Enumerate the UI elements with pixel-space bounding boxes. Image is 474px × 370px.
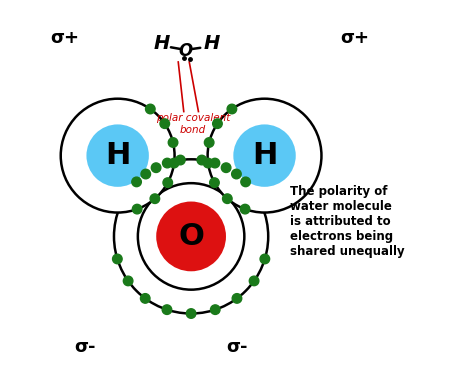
Circle shape	[86, 124, 149, 187]
Circle shape	[203, 158, 213, 168]
Circle shape	[210, 305, 220, 314]
Circle shape	[132, 204, 142, 214]
Circle shape	[240, 204, 250, 214]
Circle shape	[163, 178, 173, 188]
Circle shape	[140, 294, 150, 303]
Circle shape	[260, 254, 270, 264]
Circle shape	[208, 99, 321, 212]
Text: The polarity of
water molecule
is attributed to
electrons being
shared unequally: The polarity of water molecule is attrib…	[290, 185, 405, 258]
Circle shape	[123, 276, 133, 286]
Circle shape	[114, 159, 268, 313]
Circle shape	[160, 119, 170, 128]
Text: σ-: σ-	[226, 337, 248, 356]
Circle shape	[151, 163, 161, 172]
Text: H: H	[252, 141, 277, 170]
Circle shape	[197, 155, 207, 165]
Text: O: O	[179, 42, 192, 60]
Text: H: H	[154, 34, 170, 53]
Circle shape	[163, 158, 172, 168]
Text: polar covalent
bond: polar covalent bond	[156, 113, 230, 135]
Text: H: H	[105, 141, 130, 170]
Circle shape	[113, 254, 122, 264]
Circle shape	[213, 119, 222, 128]
Circle shape	[227, 104, 237, 114]
Circle shape	[61, 99, 174, 212]
Circle shape	[221, 163, 231, 172]
Circle shape	[204, 138, 214, 147]
Circle shape	[241, 177, 250, 186]
Circle shape	[233, 124, 296, 187]
Circle shape	[249, 276, 259, 286]
Circle shape	[132, 177, 141, 186]
Circle shape	[223, 194, 232, 204]
Circle shape	[162, 305, 172, 314]
Circle shape	[210, 158, 220, 168]
Text: σ+: σ+	[50, 29, 79, 47]
Circle shape	[232, 294, 242, 303]
Circle shape	[169, 158, 179, 168]
Circle shape	[150, 194, 160, 204]
Circle shape	[175, 155, 185, 165]
Text: σ+: σ+	[340, 29, 369, 47]
Circle shape	[168, 138, 178, 147]
Circle shape	[146, 104, 155, 114]
Text: H: H	[203, 34, 219, 53]
Circle shape	[156, 202, 226, 271]
Text: O: O	[178, 222, 204, 251]
Circle shape	[186, 309, 196, 318]
Circle shape	[232, 169, 241, 179]
Circle shape	[210, 178, 219, 188]
Circle shape	[141, 169, 151, 179]
Text: σ-: σ-	[74, 337, 95, 356]
Circle shape	[138, 183, 244, 290]
